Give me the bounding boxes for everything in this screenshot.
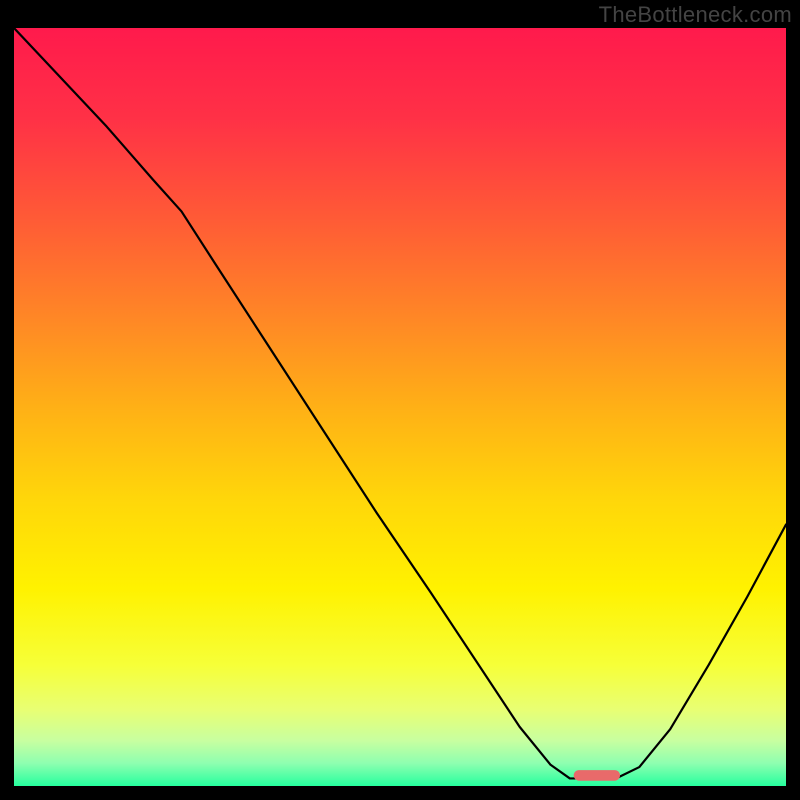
gradient-chart [14, 28, 786, 786]
gradient-fill [14, 28, 786, 786]
plot-area [14, 28, 786, 786]
optimal-marker [574, 770, 620, 781]
watermark-text: TheBottleneck.com [599, 2, 792, 28]
